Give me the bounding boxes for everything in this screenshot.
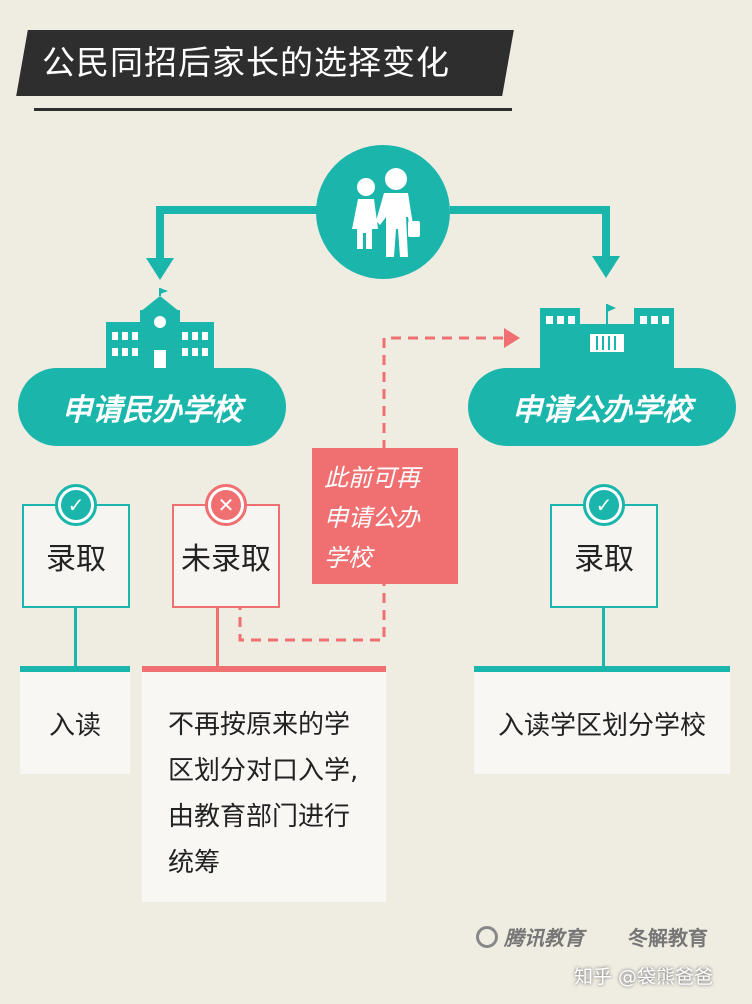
- logo-mark-icon: [476, 925, 498, 948]
- parents-child-icon: [316, 145, 450, 279]
- private-rejected-label: 未录取: [181, 542, 271, 577]
- rejected-outcome-line-4: 统筹: [168, 848, 221, 878]
- dashed-arrow-icon: [504, 328, 520, 348]
- cross-icon: ✕: [205, 484, 247, 526]
- private-school-pill: 申请民办学校: [18, 368, 286, 446]
- private-accepted-outcome: 入读: [20, 672, 130, 774]
- private-accepted-box: 录取: [22, 504, 130, 608]
- title-underline: [34, 108, 512, 111]
- dongjie-education-logo: 冬解教育: [628, 926, 708, 950]
- rejected-outcome-line-2: 区划分对口入学,: [168, 756, 359, 786]
- arrow-down-right-icon: [592, 256, 620, 278]
- page-title: 公民同招后家长的选择变化: [42, 43, 450, 82]
- note-line-2: 申请公办: [324, 504, 420, 532]
- public-accepted-bar: [474, 666, 730, 672]
- check-icon: ✓: [55, 484, 97, 526]
- public-accepted-outcome-text: 入读学区划分学校: [497, 710, 706, 741]
- rejected-outcome-line-1: 不再按原来的学: [168, 710, 351, 740]
- zhihu-credit: 知乎 @袋熊爸爸: [574, 966, 714, 988]
- private-school-building-icon: [106, 288, 214, 370]
- private-accepted-label: 录取: [46, 542, 106, 577]
- private-rejected-outcome: 不再按原来的学 区划分对口入学, 由教育部门进行 统筹: [142, 672, 386, 902]
- private-accepted-line: [74, 608, 77, 666]
- private-accepted-bar: [20, 666, 130, 672]
- private-rejected-line: [216, 608, 219, 666]
- public-accepted-line: [602, 608, 605, 666]
- private-accepted-outcome-text: 入读: [48, 710, 101, 741]
- note-line-3: 学校: [324, 544, 372, 572]
- check-icon: ✓: [583, 484, 625, 526]
- arrow-down-left-icon: [146, 258, 174, 280]
- public-accepted-outcome: 入读学区划分学校: [474, 672, 730, 774]
- note-line-1: 此前可再: [324, 464, 420, 492]
- private-rejected-bar: [142, 666, 386, 672]
- reapply-note: 此前可再 申请公办 学校: [312, 448, 458, 584]
- public-school-pill: 申请公办学校: [468, 368, 736, 446]
- public-accepted-label: 录取: [574, 542, 634, 577]
- public-school-building-icon: [540, 304, 674, 372]
- tencent-education-logo: 腾讯教育: [476, 922, 584, 951]
- rejected-outcome-line-3: 由教育部门进行: [168, 802, 351, 832]
